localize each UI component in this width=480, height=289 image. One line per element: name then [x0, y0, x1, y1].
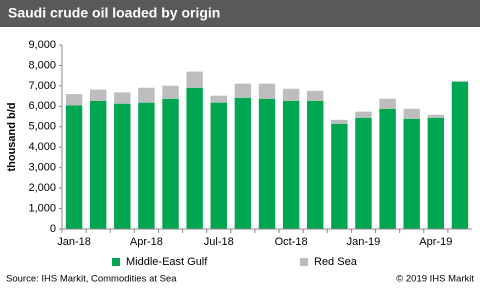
- bar-segment: [355, 117, 372, 229]
- bar-segment: [210, 95, 227, 103]
- y-tick-label: 2,000: [28, 182, 56, 194]
- y-tick-label: 3,000: [28, 162, 56, 174]
- bar-segment: [282, 88, 300, 101]
- y-tick-label: 4,000: [28, 141, 56, 153]
- bar-segment: [451, 80, 469, 82]
- bar-segment: [65, 94, 83, 106]
- bar-segment: [162, 85, 179, 99]
- bar-segment: [355, 111, 372, 118]
- legend-swatch: [112, 258, 120, 266]
- y-tick-label: 7,000: [28, 80, 56, 92]
- bar-segment: [138, 102, 155, 229]
- bar-segment: [331, 123, 348, 229]
- bar-segment: [379, 98, 396, 109]
- bar-segment: [114, 92, 131, 104]
- bar-segment: [427, 117, 445, 229]
- bar-segment: [234, 97, 252, 229]
- bar-segment: [186, 71, 203, 88]
- bar-segment: [89, 89, 107, 101]
- bar-segment: [138, 87, 155, 103]
- bar-segment: [234, 83, 252, 98]
- y-tick-label: 5,000: [28, 121, 56, 133]
- bar-segment: [307, 100, 324, 230]
- legend-swatch: [300, 258, 308, 266]
- bar-segment: [331, 119, 348, 124]
- bar-segment: [258, 83, 276, 99]
- bar-segment: [427, 114, 445, 118]
- bar-segment: [403, 108, 420, 119]
- source-note: Source: IHS Markit, Commodities at Sea: [6, 274, 177, 285]
- bar-segment: [186, 87, 203, 230]
- copyright-note: © 2019 IHS Markit: [396, 274, 474, 285]
- x-tick-label: Jan-18: [57, 236, 91, 248]
- y-tick-label: 8,000: [28, 59, 56, 71]
- x-tick-label: Apr-18: [130, 236, 163, 248]
- bar-segment: [282, 100, 300, 230]
- legend-label: Red Sea: [314, 256, 358, 268]
- header-band: [0, 0, 480, 27]
- bar-segment: [403, 118, 420, 229]
- y-tick-label: 0: [50, 223, 56, 235]
- x-tick-label: Jan-19: [347, 236, 381, 248]
- x-tick-label: Jul-18: [204, 236, 234, 248]
- bar-segment: [65, 105, 83, 229]
- bar-segment: [307, 90, 324, 101]
- bar-segment: [210, 102, 227, 229]
- y-axis-label: thousand b/d: [6, 102, 18, 171]
- bar-segment: [89, 100, 107, 230]
- bar-segment: [379, 108, 396, 229]
- chart-title: Saudi crude oil loaded by origin: [8, 5, 220, 21]
- x-tick-label: Oct-18: [275, 236, 308, 248]
- y-tick-label: 6,000: [28, 100, 56, 112]
- legend-label: Middle-East Gulf: [126, 256, 208, 268]
- bar-segment: [258, 98, 276, 229]
- x-tick-label: Apr-19: [419, 236, 452, 248]
- y-tick-label: 1,000: [28, 202, 56, 214]
- bar-segment: [114, 103, 131, 229]
- bar-segment: [162, 98, 179, 229]
- bar-segment: [451, 81, 469, 229]
- y-tick-label: 9,000: [28, 39, 56, 51]
